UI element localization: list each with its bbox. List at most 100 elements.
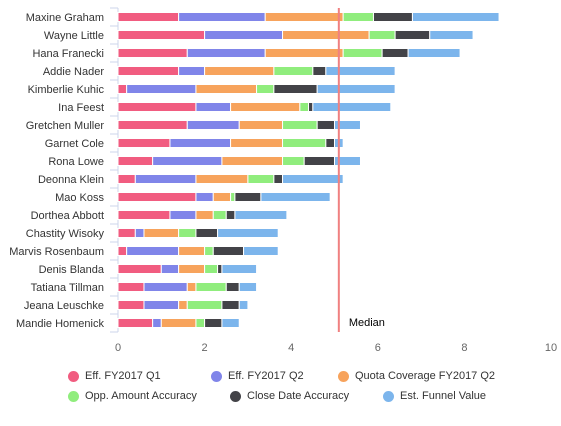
bar-segment <box>204 318 223 328</box>
bar-segment <box>117 156 154 166</box>
bar-segment <box>221 264 258 274</box>
bar-segment <box>178 12 266 22</box>
bar-segment <box>117 282 145 292</box>
bar-segment <box>117 228 136 238</box>
legend-item-quota-coverage[interactable]: Quota Coverage FY2017 Q2 <box>338 370 495 382</box>
bar-segment <box>117 102 197 112</box>
bar-segment <box>117 30 206 40</box>
bar-segment <box>195 228 219 238</box>
legend-item-funnel-value[interactable]: Est. Funnel Value <box>383 390 486 402</box>
bar-segment <box>212 246 245 256</box>
bar-segment <box>282 138 327 148</box>
x-tick-label: 0 <box>115 342 121 354</box>
legend-item-close-date[interactable]: Close Date Accuracy <box>230 390 349 402</box>
bar-segment <box>117 300 145 310</box>
legend-label: Opp. Amount Accuracy <box>85 390 197 402</box>
bar-segment <box>117 84 128 94</box>
bar-segment <box>178 264 206 274</box>
bar-segment <box>282 120 318 130</box>
bar-segment <box>186 282 197 292</box>
bar-segment <box>169 210 197 220</box>
y-tick-label: Garnet Cole <box>45 138 104 150</box>
bar-segment <box>143 300 180 310</box>
bar-segment <box>117 210 171 220</box>
bar-segment <box>234 192 262 202</box>
bar-segment <box>195 318 206 328</box>
x-tick-label: 6 <box>375 342 381 354</box>
bar-segment <box>316 84 396 94</box>
legend-item-opp-amount[interactable]: Opp. Amount Accuracy <box>68 390 197 402</box>
bar-segment <box>204 264 219 274</box>
bar-segment <box>186 120 240 130</box>
bar-segment <box>234 210 288 220</box>
bar-segment <box>303 156 336 166</box>
legend-item-eff-q2[interactable]: Eff. FY2017 Q2 <box>211 370 304 382</box>
bar-segment <box>221 318 240 328</box>
x-tick-label: 8 <box>461 342 467 354</box>
bar-segment <box>178 246 206 256</box>
bar-segment <box>160 264 180 274</box>
y-tick-label: Wayne Little <box>44 30 104 42</box>
bar-segment <box>247 174 275 184</box>
bar-segment <box>312 102 392 112</box>
y-tick-label: Dorthea Abbott <box>31 210 104 222</box>
bar-segment <box>334 156 361 166</box>
bar-segment <box>273 84 318 94</box>
legend-marker-icon <box>383 390 394 402</box>
bar-segment <box>152 318 162 328</box>
y-tick-label: Deonna Klein <box>38 174 104 186</box>
median-label: Median <box>349 317 385 329</box>
bar-segment <box>230 138 284 148</box>
y-tick-label: Maxine Graham <box>26 12 104 24</box>
bar-segment <box>273 174 284 184</box>
legend-label: Eff. FY2017 Q1 <box>85 370 161 382</box>
bar-segment <box>221 156 284 166</box>
bar-segment <box>230 102 301 112</box>
bar-segment <box>195 282 227 292</box>
legend-label: Eff. FY2017 Q2 <box>228 370 304 382</box>
bar-segment <box>282 156 305 166</box>
bar-segment <box>316 120 335 130</box>
legend-row-1: Eff. FY2017 Q1 Eff. FY2017 Q2 Quota Cove… <box>0 370 561 386</box>
bar-segment <box>225 210 236 220</box>
bar-segment <box>126 246 180 256</box>
legend-marker-icon <box>338 370 349 382</box>
bar-segment <box>117 318 154 328</box>
bar-segment <box>221 300 240 310</box>
bar-segment <box>160 318 197 328</box>
bar-segment <box>117 138 171 148</box>
y-tick-label: Kimberlie Kuhic <box>28 84 105 96</box>
x-tick-label: 10 <box>545 342 557 354</box>
bar-segment <box>342 12 374 22</box>
y-tick-label: Rona Lowe <box>48 156 104 168</box>
bar-segment <box>312 66 327 76</box>
bar-segment <box>178 300 188 310</box>
bar-segment <box>117 120 188 130</box>
bar-segment <box>134 174 197 184</box>
y-tick-label: Mandie Homenick <box>16 318 105 330</box>
bar-segment <box>186 48 266 58</box>
bar-segment <box>325 66 396 76</box>
bar-segment <box>178 66 206 76</box>
bar-segment <box>225 282 240 292</box>
bar-segment <box>238 300 249 310</box>
bar-segment <box>204 246 214 256</box>
bar-segment <box>212 210 227 220</box>
bar-segment <box>186 300 223 310</box>
y-tick-label: Ina Feest <box>58 102 104 114</box>
y-tick-label: Addie Nader <box>43 66 104 78</box>
bar-segment <box>195 84 258 94</box>
legend-label: Close Date Accuracy <box>247 390 350 402</box>
bar-segment <box>143 228 180 238</box>
bar-segment <box>178 228 197 238</box>
bar-segment <box>273 66 314 76</box>
bar-segment <box>411 12 500 22</box>
y-tick-label: Chastity Wisoky <box>26 228 105 240</box>
bar-segment <box>282 174 344 184</box>
bar-segment <box>282 30 370 40</box>
bar-segment <box>117 48 188 58</box>
legend-row-2: Opp. Amount Accuracy Close Date Accuracy… <box>0 390 561 406</box>
legend-item-eff-q1[interactable]: Eff. FY2017 Q1 <box>68 370 161 382</box>
bar-segment <box>372 12 413 22</box>
bar-segment <box>195 102 232 112</box>
